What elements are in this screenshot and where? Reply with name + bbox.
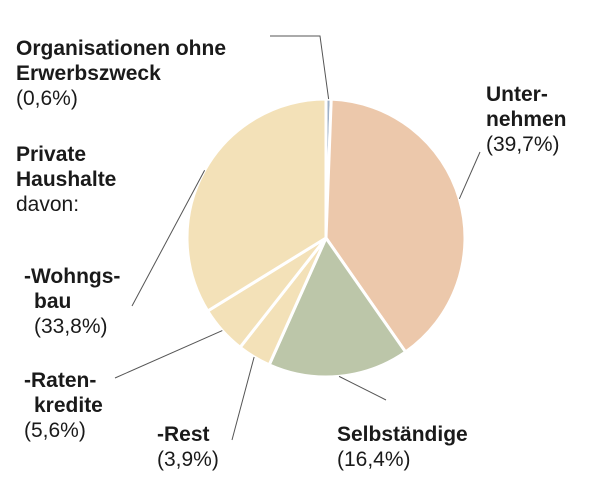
- leader-line-1: [458, 151, 481, 200]
- label-ratenkredite: -Raten- kredite (5,6%): [24, 368, 103, 443]
- label-ratenkredite-line2: kredite: [34, 394, 103, 417]
- label-private-haushalte-line1: Private: [16, 143, 87, 166]
- leader-line-3: [231, 356, 255, 441]
- label-organisationen-pct: (0,6%): [16, 87, 78, 110]
- label-private-haushalte-line2: Haushalte: [16, 168, 117, 191]
- leader-line-2: [338, 375, 387, 401]
- label-ratenkredite-line1: -Raten-: [24, 369, 97, 392]
- label-wohngsbau-pct: (33,8%): [34, 315, 108, 338]
- label-wohngsbau: -Wohngs- bau (33,8%): [24, 264, 120, 339]
- label-rest-line1: -Rest: [157, 423, 210, 446]
- label-rest-pct: (3,9%): [157, 448, 219, 471]
- pie-slice-2: [267, 236, 408, 379]
- label-unternehmen-line1: Unter-: [486, 83, 548, 106]
- label-unternehmen-line2: nehmen: [486, 108, 567, 131]
- pie-slice-1: [324, 97, 467, 354]
- label-organisationen-line1: Organisationen ohne: [16, 37, 227, 60]
- label-ratenkredite-pct: (5,6%): [24, 419, 86, 442]
- label-private-haushalte: Private Haushalte davon:: [16, 142, 116, 217]
- label-selbstaendige: Selbständige (16,4%): [337, 422, 468, 472]
- label-selbstaendige-pct: (16,4%): [337, 448, 411, 471]
- label-rest: -Rest (3,9%): [157, 422, 219, 472]
- label-selbstaendige-line1: Selbständige: [337, 423, 468, 446]
- label-organisationen-line2: Erwerbszweck: [16, 62, 161, 85]
- label-unternehmen: Unter- nehmen (39,7%): [486, 82, 567, 157]
- label-wohngsbau-line1: -Wohngs-: [24, 265, 121, 288]
- label-organisationen: Organisationen ohne Erwerbszweck (0,6%): [16, 36, 226, 111]
- label-unternehmen-pct: (39,7%): [486, 133, 560, 156]
- leader-line-0: [270, 35, 330, 100]
- label-wohngsbau-line2: bau: [34, 290, 72, 313]
- leader-line-5: [131, 170, 206, 307]
- leader-line-4: [114, 330, 223, 379]
- label-private-haushalte-line3: davon:: [16, 193, 80, 216]
